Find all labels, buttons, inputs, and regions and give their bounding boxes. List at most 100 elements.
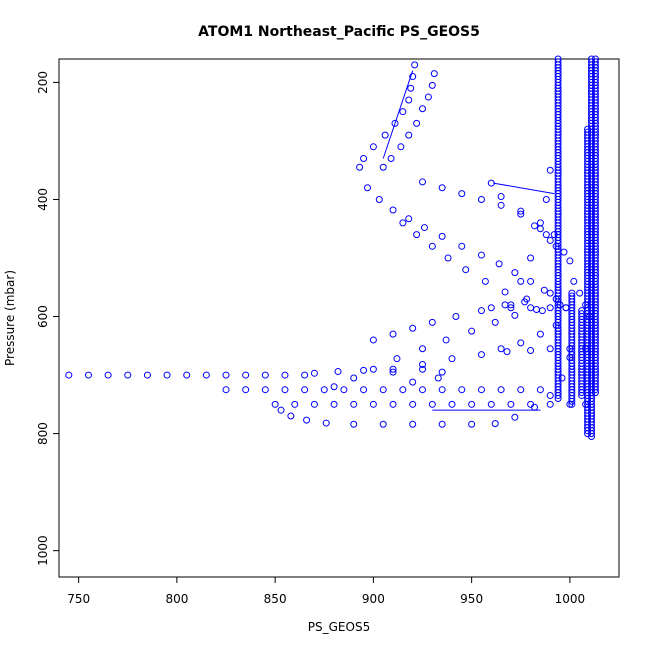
data-point (428, 81, 436, 89)
data-point (487, 179, 495, 187)
data-point (340, 386, 348, 394)
data-point (360, 366, 368, 374)
data-point (183, 371, 191, 379)
x-tick-label: 850 (264, 592, 287, 606)
plot-frame (58, 58, 620, 578)
data-point (389, 365, 397, 373)
data-point (350, 420, 358, 428)
data-point (424, 93, 432, 101)
data-point (536, 330, 544, 338)
data-point (546, 304, 554, 312)
data-point (517, 207, 525, 215)
data-point (517, 277, 525, 285)
data-point (497, 193, 505, 201)
data-point (503, 348, 511, 356)
connector-line (382, 70, 414, 159)
data-point (438, 386, 446, 394)
data-point (379, 420, 387, 428)
data-point (546, 345, 554, 353)
data-point (389, 368, 397, 376)
data-point (438, 232, 446, 240)
data-point (554, 394, 562, 402)
data-point (397, 143, 405, 151)
data-point (568, 400, 576, 408)
data-point (419, 105, 427, 113)
y-axis-label: Pressure (mbar) (3, 270, 17, 366)
data-point (407, 84, 415, 92)
data-point (542, 195, 550, 203)
data-point (458, 386, 466, 394)
data-point (369, 400, 377, 408)
data-point (538, 307, 546, 315)
data-point (468, 327, 476, 335)
data-point (477, 251, 485, 259)
x-tick-label: 800 (165, 592, 188, 606)
data-point (507, 400, 515, 408)
y-tick-label: 600 (36, 305, 50, 328)
data-point (419, 386, 427, 394)
data-point (576, 289, 584, 297)
data-point (301, 386, 309, 394)
data-point (448, 400, 456, 408)
data-point (477, 351, 485, 359)
data-point (405, 215, 413, 223)
data-point (546, 392, 554, 400)
data-point (462, 266, 470, 274)
data-point (532, 306, 540, 314)
data-point (448, 355, 456, 363)
data-point (143, 371, 151, 379)
data-point (491, 318, 499, 326)
data-point (527, 346, 535, 354)
data-point (570, 277, 578, 285)
data-point (511, 311, 519, 319)
data-point (242, 386, 250, 394)
data-point (399, 108, 407, 116)
data-point (419, 178, 427, 186)
data-point (334, 368, 342, 376)
data-point (428, 318, 436, 326)
data-point (261, 386, 269, 394)
data-point (124, 371, 132, 379)
data-point (222, 371, 230, 379)
data-point (413, 231, 421, 239)
data-point (387, 155, 395, 163)
data-point (546, 289, 554, 297)
data-point (163, 371, 171, 379)
x-tick-label: 1000 (555, 592, 586, 606)
data-point (356, 163, 364, 171)
data-point (375, 195, 383, 203)
data-point (554, 392, 562, 400)
data-point (438, 420, 446, 428)
data-point (65, 371, 73, 379)
data-point (84, 371, 92, 379)
data-point (434, 374, 442, 382)
data-point (202, 371, 210, 379)
data-point (393, 355, 401, 363)
data-point (428, 242, 436, 250)
data-point (477, 195, 485, 203)
data-point (481, 277, 489, 285)
data-point (363, 184, 371, 192)
data-point (405, 131, 413, 139)
data-point (517, 339, 525, 347)
data-point (428, 400, 436, 408)
x-tick-label: 750 (67, 592, 90, 606)
y-axis: 200 400 600 800 1000 (36, 71, 60, 566)
data-point (405, 96, 413, 104)
data-point (277, 406, 285, 414)
data-point (399, 386, 407, 394)
data-point (442, 336, 450, 344)
data-point (369, 143, 377, 151)
connector-line (493, 182, 555, 195)
data-point (320, 386, 328, 394)
data-point (487, 400, 495, 408)
data-point (527, 277, 535, 285)
data-point (281, 386, 289, 394)
data-point (381, 131, 389, 139)
data-point (507, 301, 515, 309)
data-point (531, 403, 539, 411)
data-point (477, 307, 485, 315)
y-tick-label: 1000 (36, 535, 50, 566)
data-point (310, 369, 318, 377)
x-axis-label: PS_GEOS5 (308, 620, 370, 634)
